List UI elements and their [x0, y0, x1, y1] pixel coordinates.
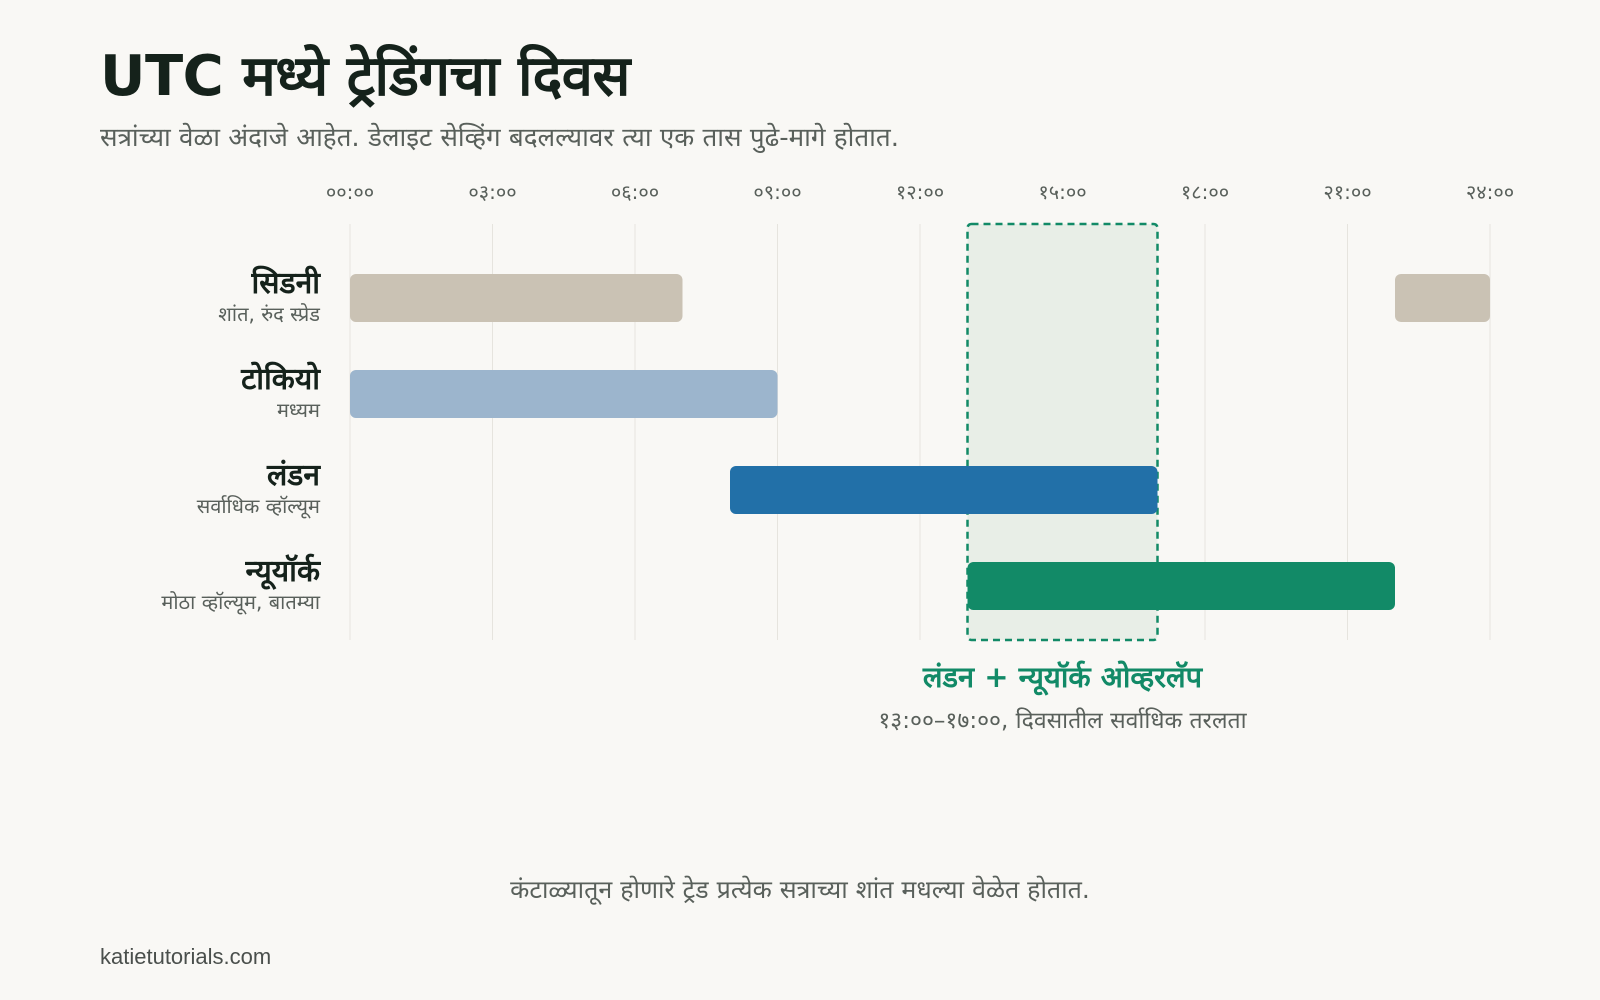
x-tick-label: १५:००: [1038, 180, 1086, 204]
overlap-note: १३:००–१७:००, दिवसातील सर्वाधिक तरलता: [878, 707, 1247, 734]
overlap-highlight: [966, 222, 1159, 642]
session-name: टोकियो: [240, 361, 321, 397]
x-tick-label: ००:००: [326, 180, 374, 204]
x-tick-label: ०९:००: [753, 180, 801, 204]
site-credit: katietutorials.com: [100, 944, 272, 969]
x-tick-label: २१:००: [1323, 180, 1371, 204]
session-note: सर्वाधिक व्हॉल्यूम: [197, 494, 321, 519]
session-bar: [350, 274, 683, 322]
x-tick-label: १८:००: [1181, 180, 1229, 204]
session-name: सिडनी: [250, 265, 321, 301]
session-note: मध्यम: [277, 398, 321, 422]
session-bar: [1395, 274, 1490, 322]
session-note: मोठा व्हॉल्यूम, बातम्या: [161, 590, 320, 615]
x-tick-label: ०६:००: [611, 180, 659, 204]
overlap-label: लंडन + न्यूयॉर्क ओव्हरलॅप: [922, 660, 1204, 696]
session-bar: [967, 562, 1395, 610]
page-subtitle: सत्रांच्या वेळा अंदाजे आहेत. डेलाइट सेव्…: [100, 123, 899, 153]
page-title: UTC मध्ये ट्रेडिंगचा दिवस: [100, 44, 630, 109]
session-name: लंडन: [266, 458, 321, 493]
x-tick-label: १२:००: [896, 180, 944, 204]
footnote: कंटाळ्यातून होणारे ट्रेड प्रत्येक सत्राच…: [510, 875, 1090, 904]
x-tick-label: २४:००: [1466, 180, 1514, 204]
session-bar: [730, 466, 1158, 514]
session-bar: [350, 370, 778, 418]
session-name: न्यूयॉर्क: [245, 553, 321, 590]
session-note: शांत, रुंद स्प्रेड: [218, 302, 320, 326]
x-tick-label: ०३:००: [468, 180, 516, 204]
